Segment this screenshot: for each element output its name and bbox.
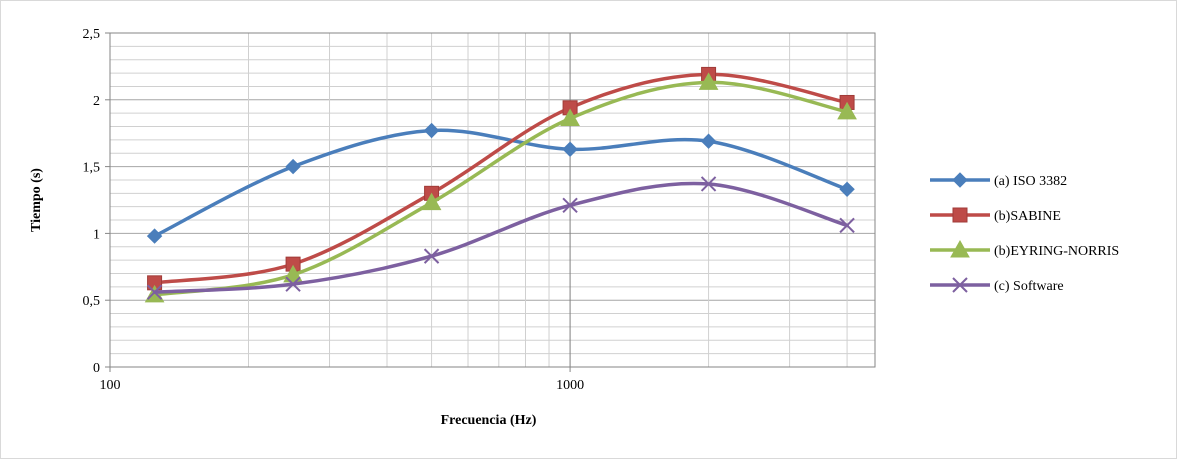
data-point-x (146, 284, 163, 300)
data-point-diamond (146, 228, 163, 244)
data-point-diamond (285, 158, 301, 175)
legend-item: (b)EYRING-NORRIS (930, 239, 1119, 259)
data-point-triangle (283, 264, 303, 283)
series-1 (147, 66, 855, 291)
gridlines (110, 32, 875, 367)
series-line (152, 128, 849, 238)
series-3 (146, 176, 855, 300)
legend: (a) ISO 3382 (b)SABINE (b)EYRING-NORRIS (c)… (930, 172, 1119, 294)
legend-marker (952, 172, 968, 188)
data-point-diamond (562, 141, 578, 157)
x-axis-title: Frecuencia (Hz) (441, 413, 537, 428)
y-tick-label: 2 (93, 94, 100, 109)
data-point-x (562, 197, 578, 214)
data-point-x (423, 248, 440, 264)
data-point-triangle (698, 72, 719, 90)
data-point-diamond (423, 122, 440, 139)
series-2 (144, 72, 857, 303)
data-point-x (700, 176, 717, 192)
marker-stroke (700, 176, 717, 192)
y-tick-label: 0 (93, 361, 100, 376)
marker-stroke (562, 197, 578, 214)
series-0 (146, 122, 855, 244)
legend-marker (950, 239, 970, 258)
legend-item: (a) ISO 3382 (930, 172, 1067, 189)
data-point-triangle (837, 101, 857, 120)
y-tick-label: 2,5 (83, 27, 101, 42)
x-tick-label: 100 (100, 378, 121, 393)
axes: 0 0,5 1 1,5 2 2,5 100 1000 (83, 27, 876, 393)
series-line (152, 80, 849, 297)
legend-marker (952, 207, 968, 223)
data-point-diamond (700, 133, 717, 149)
legend-label: (b)SABINE (994, 209, 1061, 224)
data-point-triangle (421, 192, 442, 211)
data-point-diamond (839, 181, 855, 198)
legend-marker (952, 277, 968, 293)
series-line (152, 72, 849, 285)
data-point-triangle (560, 108, 580, 127)
series-line (152, 181, 849, 294)
marker-stroke (146, 284, 163, 300)
legend-label: (a) ISO 3382 (994, 174, 1067, 189)
legend-item: (c) Software (930, 277, 1064, 294)
y-tick-label: 1 (93, 227, 100, 242)
legend-label: (c) Software (994, 279, 1064, 294)
data-point-x (839, 217, 855, 234)
plot-border (109, 32, 876, 368)
plot-series (144, 66, 857, 303)
marker-stroke (423, 248, 440, 264)
legend-item: (b)SABINE (930, 207, 1061, 224)
y-tick-label: 0,5 (83, 294, 101, 309)
marker-stroke (285, 276, 301, 292)
y-tick-label: 1,5 (83, 161, 101, 176)
legend-label: (b)EYRING-NORRIS (994, 244, 1119, 259)
marker-stroke (952, 277, 968, 293)
x-tick-label: 1000 (556, 378, 584, 393)
data-point-x (285, 276, 301, 292)
y-axis-title: Tiempo (s) (29, 168, 44, 232)
marker-stroke (839, 217, 855, 234)
